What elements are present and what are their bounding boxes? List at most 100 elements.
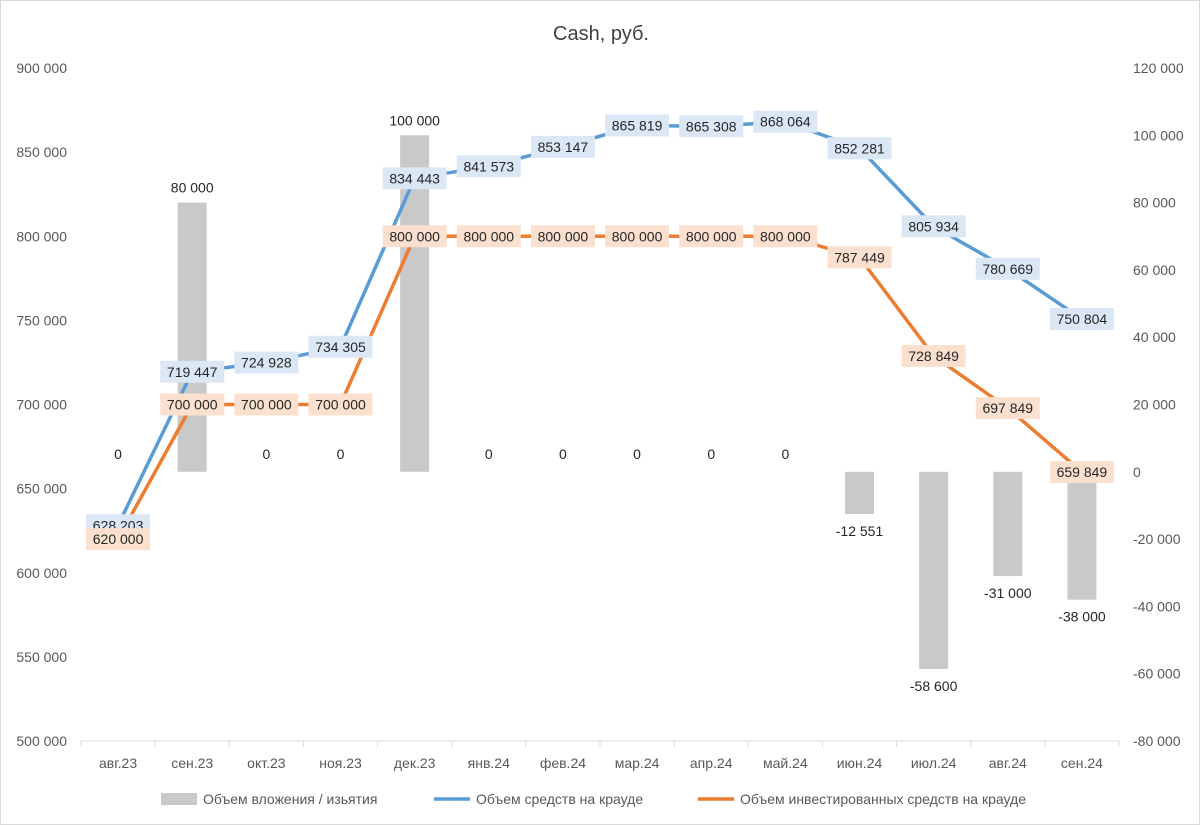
data-label-box <box>975 257 1040 280</box>
data-label-box <box>827 246 892 269</box>
bar-data-label: 100 000 <box>389 112 440 128</box>
line-data-label: 865 819 <box>612 118 663 134</box>
bar-data-label: 0 <box>114 446 122 462</box>
bar-data-label: 0 <box>262 446 270 462</box>
data-label-box <box>530 135 595 158</box>
x-axis-tick-label: апр.24 <box>690 755 733 771</box>
bar-10 <box>845 471 874 515</box>
left-axis-tick-label: 900 000 <box>16 60 67 76</box>
x-axis-tick-label: июл.24 <box>911 755 957 771</box>
data-label-box <box>1049 308 1114 331</box>
x-axis-tick-label: май.24 <box>763 755 808 771</box>
legend: Объем вложения / изьятия Объем средств на… <box>161 791 1026 807</box>
data-label-box <box>456 155 521 178</box>
right-axis-tick-label: 60 000 <box>1133 262 1176 278</box>
bar-data-label: -58 600 <box>910 678 958 694</box>
legend-label-invested-funds: Объем инвестированных средств на крауде <box>740 791 1026 807</box>
data-label-box <box>753 225 818 248</box>
data-label-box <box>1049 461 1114 484</box>
left-axis: 500 000 550 000 600 000 650 000 700 000 750 0… <box>16 60 67 749</box>
left-axis-tick-label: 600 000 <box>16 565 67 581</box>
right-axis-tick-label: -80 000 <box>1133 733 1181 749</box>
data-label-box <box>234 393 299 416</box>
left-axis-tick-label: 550 000 <box>16 649 67 665</box>
bar-data-label: 0 <box>781 446 789 462</box>
data-label-box <box>86 528 151 551</box>
data-label-box <box>975 397 1040 420</box>
bar-data-label: -12 551 <box>836 523 884 539</box>
bar-data-label: 0 <box>337 446 345 462</box>
data-label-box <box>605 114 670 137</box>
data-label-box <box>901 344 966 367</box>
right-axis: -80 000 -60 000 -40 000 -20 000 0 20 000 40 00… <box>1133 60 1184 749</box>
line-data-label: 800 000 <box>760 228 811 244</box>
line-data-label: 750 804 <box>1057 311 1108 327</box>
data-label-box <box>234 351 299 374</box>
line-data-label: 834 443 <box>389 170 440 186</box>
data-label-box <box>308 393 373 416</box>
right-axis-tick-label: 20 000 <box>1133 397 1176 413</box>
data-label-box <box>160 393 225 416</box>
line-data-label: 800 000 <box>389 228 440 244</box>
bar-data-label: 0 <box>633 446 641 462</box>
x-axis-tick-label: дек.23 <box>394 755 436 771</box>
x-axis-tick-label: окт.23 <box>247 755 286 771</box>
x-axis-tick-label: авг.23 <box>99 755 137 771</box>
left-axis-tick-label: 800 000 <box>16 228 67 244</box>
legend-swatch-bar <box>161 793 197 805</box>
bar-12 <box>993 471 1023 577</box>
line-data-label: 841 573 <box>463 158 514 174</box>
right-axis-tick-label: 80 000 <box>1133 195 1176 211</box>
line-data-label: 852 281 <box>834 140 885 156</box>
bar-4 <box>400 135 430 472</box>
data-label-box <box>901 215 966 238</box>
line-data-label: 724 928 <box>241 355 292 371</box>
right-axis-tick-label: 0 <box>1133 464 1141 480</box>
data-label-box <box>382 225 447 248</box>
x-axis-tick-label: фев.24 <box>540 755 586 771</box>
line-data-label: 800 000 <box>538 228 589 244</box>
x-axis: авг.23 сен.23 окт.23 ноя.23 дек.23 янв.24 фев.… <box>80 740 1120 771</box>
x-axis-tick-label: ноя.23 <box>319 755 362 771</box>
x-axis-tick-label: сен.24 <box>1061 755 1103 771</box>
left-axis-tick-label: 850 000 <box>16 144 67 160</box>
bar-series <box>177 135 1097 669</box>
x-axis-tick-label: сен.23 <box>171 755 213 771</box>
left-axis-tick-label: 650 000 <box>16 481 67 497</box>
line-data-label: 659 849 <box>1057 464 1108 480</box>
x-axis-tick-label: янв.24 <box>468 755 510 771</box>
line-crowd-funds <box>116 119 1084 528</box>
bar-data-label: -31 000 <box>984 585 1032 601</box>
line-data-label: 787 449 <box>834 249 885 265</box>
line-data-label: 700 000 <box>167 397 218 413</box>
line-data-label: 728 849 <box>908 348 959 364</box>
data-label-box <box>382 167 447 190</box>
data-label-box <box>308 335 373 358</box>
bar-1 <box>177 202 207 472</box>
line-data-label: 800 000 <box>612 228 663 244</box>
bar-data-label: 0 <box>485 446 493 462</box>
line-data-label: 697 849 <box>982 400 1033 416</box>
right-axis-tick-label: -20 000 <box>1133 531 1181 547</box>
x-axis-tick-label: авг.24 <box>989 755 1027 771</box>
x-axis-tick-label: мар.24 <box>615 755 660 771</box>
right-axis-tick-label: 100 000 <box>1133 127 1184 143</box>
data-label-box <box>827 137 892 160</box>
left-axis-tick-label: 700 000 <box>16 397 67 413</box>
bar-data-label: -38 000 <box>1058 609 1106 625</box>
bar-data-label: 80 000 <box>171 180 214 196</box>
line-data-label: 805 934 <box>908 218 959 234</box>
bar-data-label: 0 <box>559 446 567 462</box>
line-data-label: 868 064 <box>760 114 811 130</box>
line-data-label: 620 000 <box>93 531 144 547</box>
bar-data-label: 0 <box>707 446 715 462</box>
data-label-box <box>753 110 818 133</box>
bar-11 <box>919 471 949 669</box>
right-axis-tick-label: 120 000 <box>1133 60 1184 76</box>
x-axis-tick-label: июн.24 <box>837 755 883 771</box>
line-data-label: 800 000 <box>686 228 737 244</box>
legend-label-crowd-funds: Объем средств на крауде <box>476 791 643 807</box>
left-axis-tick-label: 500 000 <box>16 733 67 749</box>
data-label-box <box>679 115 744 138</box>
